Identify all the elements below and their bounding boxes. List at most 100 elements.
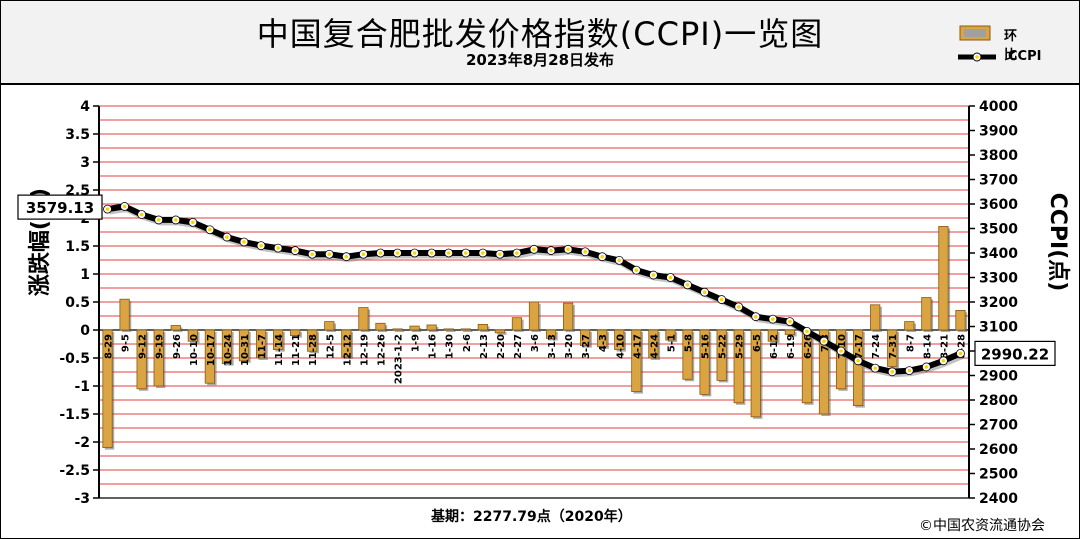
chart-svg: 8-29 9-5 9-12 9-19 9-26 10-10 10-17 10-24 10-31 1… xyxy=(17,99,1071,507)
ccpi-point-center xyxy=(395,251,400,255)
ccpi-point-center xyxy=(429,251,434,255)
category-label: 3-13 xyxy=(547,334,558,359)
bar-6-12 xyxy=(767,329,778,342)
right-axis-tick-label: 3200 xyxy=(979,295,1018,311)
ccpi-point-center xyxy=(378,251,383,255)
left-axis-tick-label: -1 xyxy=(74,379,90,395)
category-label: 8-21 xyxy=(939,334,950,359)
bar-3-27 xyxy=(580,329,591,347)
category-label: 6-12 xyxy=(769,334,780,359)
ccpi-point-center xyxy=(327,252,332,257)
bar-7-31 xyxy=(887,329,898,367)
bar-7-10 xyxy=(835,329,847,390)
ccpi-point-center xyxy=(139,212,144,217)
ccpi-point-center xyxy=(719,297,724,302)
category-label: 3-6 xyxy=(530,334,541,352)
category-label: 4-17 xyxy=(632,334,643,359)
category-label: 10-10 xyxy=(189,334,200,366)
ccpi-point-center xyxy=(498,252,502,257)
ccpi-point-center xyxy=(873,366,877,370)
ccpi-point-center xyxy=(191,220,195,225)
category-label: 2-20 xyxy=(496,334,507,359)
right-axis-tick-label: 3700 xyxy=(979,173,1018,189)
bar-3-13 xyxy=(545,329,557,339)
bar-1-16 xyxy=(426,324,437,331)
bar-11-7 xyxy=(255,329,267,359)
bar-2-27 xyxy=(511,317,523,331)
left-axis-tick-label: -3 xyxy=(74,491,90,505)
ccpi-point-center xyxy=(788,319,792,324)
right-axis-tick-label: 2800 xyxy=(979,393,1018,409)
category-label: 12-26 xyxy=(376,334,387,366)
ccpi-point-center xyxy=(600,254,605,259)
ccpi-point-center xyxy=(583,249,587,254)
right-axis-tick-label: 2400 xyxy=(979,491,1018,505)
bar-5-16 xyxy=(699,329,710,395)
last-value-label: 2990.22 xyxy=(981,345,1049,363)
category-label: 4-3 xyxy=(598,334,609,352)
category-label: 3-20 xyxy=(564,334,575,359)
ccpi-point-center xyxy=(566,247,570,252)
category-label: 11-28 xyxy=(308,334,319,366)
bar-3-6 xyxy=(528,301,540,331)
ccpi-point-center xyxy=(651,273,656,277)
category-label: 1-30 xyxy=(445,334,456,359)
bar-10-24 xyxy=(221,329,233,364)
ccpi-point-center xyxy=(890,370,895,374)
legend: 环比 CCPI xyxy=(956,21,1071,71)
ccpi-point-center xyxy=(156,218,161,222)
left-axis-tick-label: 1 xyxy=(80,267,90,283)
ccpi-point-center xyxy=(941,359,946,363)
ccpi-point-center xyxy=(822,339,826,343)
bar-11-28 xyxy=(307,329,318,352)
bar-5-29 xyxy=(733,329,744,404)
category-label: 9-19 xyxy=(155,334,166,359)
category-label: 11-7 xyxy=(257,334,268,359)
ccpi-point-center xyxy=(344,254,349,259)
category-label: 8-14 xyxy=(922,334,933,359)
ccpi-point-center xyxy=(839,349,843,353)
bar-7-17 xyxy=(853,329,864,406)
left-axis-tick-label: 1.5 xyxy=(65,239,90,255)
bar-4-24 xyxy=(648,329,659,359)
ccpi-point-center xyxy=(463,251,468,255)
chart-title: 中国复合肥批发价格指数(CCPI)一览图 xyxy=(256,15,824,53)
bar-3-20 xyxy=(563,302,574,331)
ccpi-point-center xyxy=(310,252,315,257)
ccpi-point-center xyxy=(702,290,707,294)
right-axis-tick-label: 2900 xyxy=(979,369,1018,385)
first-value-label: 3579.13 xyxy=(26,199,94,217)
footer-base-note: 基期：2277.79点（2020年） xyxy=(431,509,632,525)
bar-1-9 xyxy=(409,325,420,331)
ccpi-point-center xyxy=(617,258,622,263)
category-label: 2023-1-2 xyxy=(394,334,405,384)
legend-line-label: CCPI xyxy=(1008,49,1042,64)
category-label: 7-24 xyxy=(871,334,882,359)
category-label: 5-29 xyxy=(735,334,746,359)
category-label: 5-1 xyxy=(666,334,677,352)
right-axis-tick-label: 3300 xyxy=(979,271,1018,287)
category-label: 1-16 xyxy=(428,334,439,359)
bar-9-5 xyxy=(119,298,130,331)
bar-2-20 xyxy=(494,329,505,334)
category-label: 8-28 xyxy=(956,334,967,359)
bar-9-19 xyxy=(153,329,164,387)
category-label: 5-22 xyxy=(718,334,729,359)
bar-8-7 xyxy=(904,321,915,331)
left-axis-tick-label: -2.5 xyxy=(59,463,90,479)
ccpi-point-center xyxy=(225,235,229,239)
ccpi-point-center xyxy=(907,368,912,373)
bar-8-29 xyxy=(102,329,113,448)
ccpi-point-center xyxy=(105,207,110,211)
right-axis-tick-label: 3500 xyxy=(979,222,1018,238)
category-label: 8-7 xyxy=(905,334,916,352)
ccpi-point-center xyxy=(634,268,639,272)
ccpi-point-center xyxy=(532,247,536,252)
ccpi-point-center xyxy=(481,251,485,255)
category-label: 2-13 xyxy=(479,334,490,359)
bar-shadow xyxy=(463,330,473,332)
legend-bar-swatch xyxy=(959,25,991,41)
category-label: 9-5 xyxy=(121,334,132,352)
bar-5-8 xyxy=(682,329,693,380)
